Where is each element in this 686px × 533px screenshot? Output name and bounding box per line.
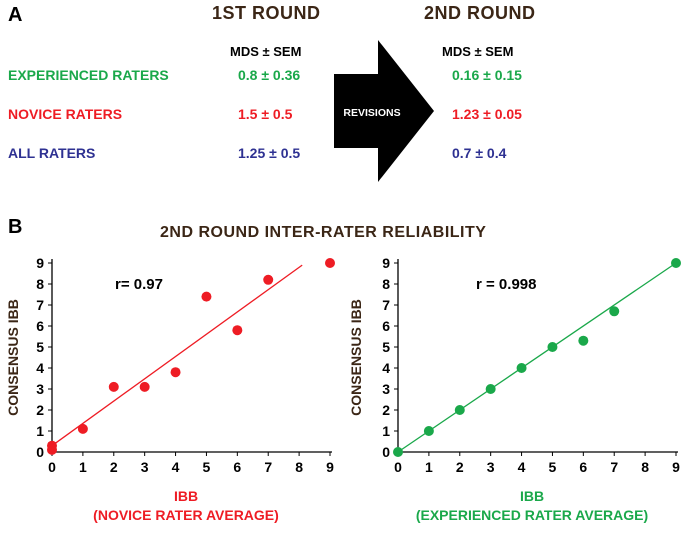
y-tick-label: 7: [382, 297, 390, 313]
x-tick-label: 4: [518, 459, 526, 475]
x-tick-label: 7: [264, 459, 272, 475]
data-point: [170, 367, 181, 378]
data-point: [454, 405, 465, 415]
round1-title: 1ST ROUND: [212, 3, 321, 23]
round2-value-experienced: 0.16 ± 0.15: [452, 67, 522, 83]
arrow-shape: [334, 40, 434, 182]
y-tick-label: 0: [382, 444, 390, 460]
data-point: [671, 258, 681, 268]
row-label-novice: NOVICE RATERS: [8, 106, 123, 122]
x-axis-label-line2: (EXPERIENCED RATER AVERAGE): [416, 507, 648, 523]
x-tick-label: 1: [425, 459, 433, 475]
y-axis-label: CONSENSUS IBB: [5, 299, 21, 416]
y-tick-label: 2: [36, 402, 44, 418]
panel-b-title: 2ND ROUND INTER-RATER RELIABILITY: [160, 224, 487, 241]
correlation-annotation: r= 0.97: [115, 276, 163, 293]
x-axis-label-line2: (NOVICE RATER AVERAGE): [93, 507, 279, 523]
round2-value-novice: 1.23 ± 0.05: [452, 106, 522, 122]
round1-value-novice: 1.5 ± 0.5: [238, 106, 293, 122]
x-tick-label: 3: [487, 459, 495, 475]
x-tick-label: 2: [456, 459, 464, 475]
y-tick-label: 1: [36, 423, 44, 439]
y-tick-label: 5: [382, 339, 390, 355]
data-point: [485, 384, 496, 394]
y-tick-label: 7: [36, 297, 44, 313]
data-point: [263, 274, 274, 285]
x-tick-label: 3: [141, 459, 149, 475]
x-tick-label: 1: [79, 459, 87, 475]
arrow-label: REVISIONS: [343, 107, 400, 119]
x-tick-label: 5: [549, 459, 557, 475]
y-tick-label: 3: [382, 381, 390, 397]
data-point: [609, 306, 620, 317]
y-tick-label: 2: [382, 402, 390, 418]
round1-col-header: MDS ± SEM: [230, 44, 302, 59]
data-point: [77, 423, 88, 434]
x-tick-label: 6: [579, 459, 587, 475]
row-label-all: ALL RATERS: [8, 145, 96, 161]
y-tick-label: 4: [36, 360, 44, 376]
novice-scatter-chart: 0 1 2 3 4 5 6 7 8 9 0 1 2 3 4 5 6 7 8 9 r= 0.97 CONSENSUS IBB…: [5, 255, 335, 523]
x-tick-label: 7: [610, 459, 618, 475]
y-tick-label: 4: [382, 360, 390, 376]
y-tick-label: 3: [36, 381, 44, 397]
y-tick-label: 5: [36, 339, 44, 355]
x-tick-label: 9: [672, 459, 680, 475]
x-tick-label: 2: [110, 459, 118, 475]
experienced-scatter-chart: 0 1 2 3 4 5 6 7 8 9 0 1 2 3 4 5 6 7 8 9 r = 0.998 CONSENSUS I…: [348, 255, 681, 523]
round2-value-all: 0.7 ± 0.4: [452, 145, 507, 161]
y-tick-label: 9: [36, 255, 44, 271]
trendline: [51, 264, 303, 447]
trendline: [397, 262, 677, 453]
y-tick-label: 6: [382, 318, 390, 334]
x-tick-label: 9: [326, 459, 334, 475]
x-tick-label: 8: [295, 459, 303, 475]
data-point: [393, 447, 403, 457]
round1-value-all: 1.25 ± 0.5: [238, 145, 301, 161]
y-tick-label: 0: [36, 444, 44, 460]
data-point: [547, 342, 558, 352]
data-point: [139, 381, 150, 392]
data-point: [232, 325, 243, 336]
y-tick-label: 1: [382, 423, 390, 439]
row-label-experienced: EXPERIENCED RATERS: [8, 67, 169, 83]
data-point: [325, 258, 335, 268]
panel-b-letter: B: [8, 216, 23, 238]
x-tick-label: 5: [203, 459, 211, 475]
y-axis-label: CONSENSUS IBB: [348, 299, 364, 416]
y-tick-label: 9: [382, 255, 390, 271]
round1-value-experienced: 0.8 ± 0.36: [238, 67, 301, 83]
data-point: [201, 291, 212, 302]
round2-col-header: MDS ± SEM: [442, 44, 514, 59]
y-tick-label: 6: [36, 318, 44, 334]
correlation-annotation: r = 0.998: [476, 276, 536, 293]
x-tick-label: 0: [394, 459, 402, 475]
x-axis-label-line1: IBB: [174, 488, 198, 504]
panel-a-letter: A: [8, 4, 23, 26]
x-tick-label: 4: [172, 459, 180, 475]
data-point: [578, 335, 589, 346]
x-tick-label: 0: [48, 459, 56, 475]
x-tick-label: 6: [233, 459, 241, 475]
y-tick-label: 8: [382, 276, 390, 292]
round2-title: 2ND ROUND: [424, 3, 536, 23]
data-point: [47, 440, 57, 451]
x-axis-label-line1: IBB: [520, 488, 544, 504]
data-point: [423, 426, 434, 436]
data-point: [108, 381, 119, 392]
revisions-arrow: REVISIONS: [334, 40, 434, 182]
data-point: [516, 363, 527, 373]
x-tick-label: 8: [641, 459, 649, 475]
y-tick-label: 8: [36, 276, 44, 292]
